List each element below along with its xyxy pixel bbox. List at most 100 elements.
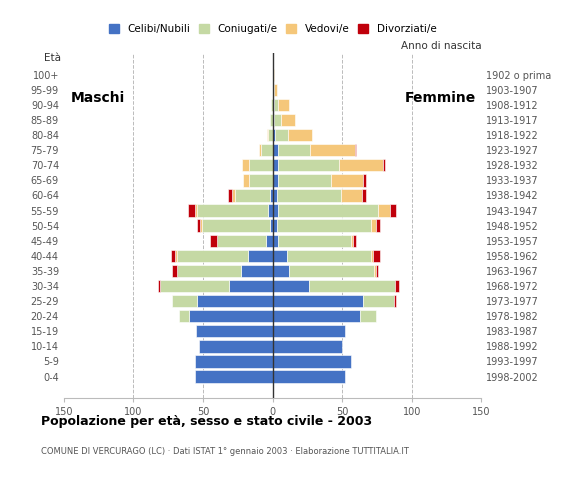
Bar [199, 340, 273, 352]
Bar [172, 295, 197, 307]
Bar [249, 174, 273, 187]
Bar [274, 84, 277, 96]
Bar [188, 204, 195, 216]
Bar [176, 250, 248, 262]
Bar [273, 264, 289, 277]
Bar [273, 159, 278, 171]
Bar [158, 280, 160, 292]
Bar [274, 99, 278, 111]
Bar [278, 144, 310, 156]
Bar [235, 189, 270, 202]
Bar [278, 235, 350, 247]
Bar [278, 99, 289, 111]
Bar [189, 310, 273, 323]
Bar [270, 219, 273, 232]
Bar [271, 99, 273, 111]
Bar [160, 280, 230, 292]
Bar [289, 264, 374, 277]
Bar [288, 129, 311, 141]
Bar [376, 264, 378, 277]
Bar [360, 310, 376, 323]
Bar [197, 204, 269, 216]
Text: COMUNE DI VERCURAGO (LC) · Dati ISTAT 1° gennaio 2003 · Elaborazione TUTTITALIA.: COMUNE DI VERCURAGO (LC) · Dati ISTAT 1°… [41, 446, 408, 456]
Bar [395, 280, 399, 292]
Bar [273, 174, 278, 187]
Bar [331, 174, 363, 187]
Bar [309, 280, 395, 292]
Bar [371, 250, 373, 262]
Bar [273, 340, 342, 352]
Bar [278, 204, 378, 216]
Bar [200, 219, 202, 232]
Bar [373, 250, 380, 262]
Bar [378, 204, 390, 216]
Bar [376, 219, 380, 232]
Bar [269, 204, 273, 216]
Bar [339, 159, 383, 171]
Bar [287, 250, 371, 262]
Bar [273, 129, 275, 141]
Bar [371, 219, 376, 232]
Bar [175, 250, 176, 262]
Bar [363, 295, 394, 307]
Bar [172, 264, 176, 277]
Bar [276, 129, 288, 141]
Bar [273, 250, 287, 262]
Bar [217, 235, 266, 247]
Bar [195, 370, 273, 383]
Bar [273, 219, 277, 232]
Bar [179, 310, 189, 323]
Bar [273, 99, 274, 111]
Bar [277, 189, 341, 202]
Bar [273, 189, 277, 202]
Bar [273, 204, 278, 216]
Bar [362, 189, 366, 202]
Text: Popolazione per età, sesso e stato civile - 2003: Popolazione per età, sesso e stato civil… [41, 415, 372, 428]
Bar [232, 189, 235, 202]
Bar [176, 264, 241, 277]
Bar [269, 129, 273, 141]
Bar [374, 264, 376, 277]
Text: Anno di nascita: Anno di nascita [401, 41, 481, 51]
Bar [210, 235, 217, 247]
Bar [341, 189, 362, 202]
Bar [197, 295, 273, 307]
Bar [202, 219, 270, 232]
Bar [171, 250, 175, 262]
Bar [363, 174, 366, 187]
Bar [273, 235, 278, 247]
Bar [242, 159, 249, 171]
Bar [270, 189, 273, 202]
Bar [278, 174, 331, 187]
Bar [273, 295, 363, 307]
Bar [262, 144, 273, 156]
Bar [277, 219, 371, 232]
Bar [228, 189, 232, 202]
Bar [274, 114, 281, 126]
Bar [249, 159, 273, 171]
Bar [273, 355, 350, 368]
Bar [273, 310, 360, 323]
Bar [273, 280, 309, 292]
Bar [273, 69, 274, 81]
Bar [383, 159, 385, 171]
Bar [195, 355, 273, 368]
Bar [273, 144, 278, 156]
Bar [353, 235, 356, 247]
Bar [278, 159, 339, 171]
Bar [195, 204, 197, 216]
Bar [355, 144, 356, 156]
Bar [273, 370, 345, 383]
Bar [273, 84, 274, 96]
Bar [196, 325, 273, 337]
Bar [350, 235, 353, 247]
Bar [241, 264, 273, 277]
Bar [197, 219, 200, 232]
Bar [248, 250, 273, 262]
Bar [273, 114, 274, 126]
Bar [267, 129, 269, 141]
Bar [259, 144, 262, 156]
Bar [270, 114, 273, 126]
Legend: Celibi/Nubili, Coniugati/e, Vedovi/e, Divorziati/e: Celibi/Nubili, Coniugati/e, Vedovi/e, Di… [105, 20, 440, 38]
Bar [266, 235, 273, 247]
